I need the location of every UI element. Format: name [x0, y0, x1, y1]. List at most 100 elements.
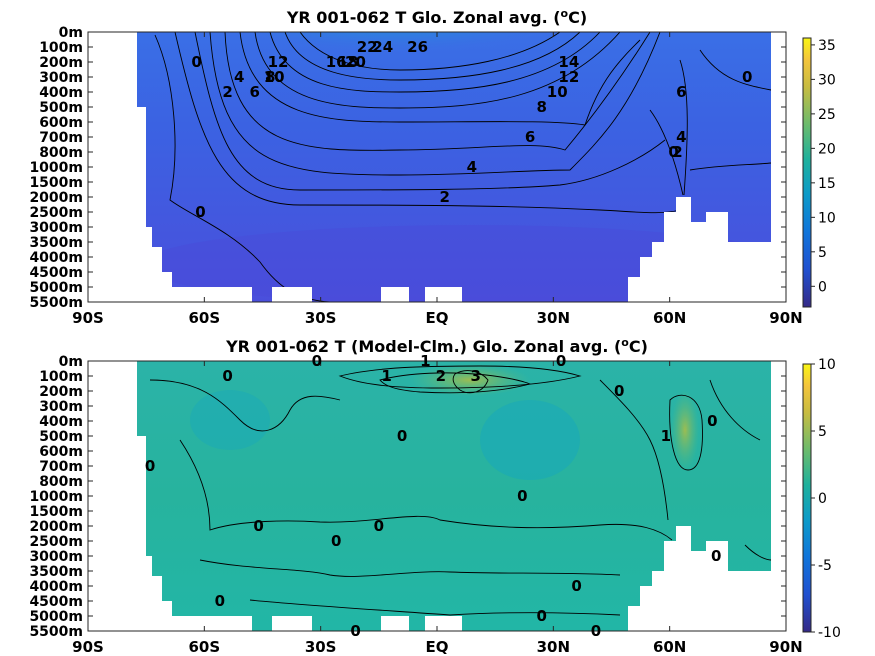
- colorbar: 35 30 25 20 15 10 5 0: [802, 37, 836, 308]
- contour-label: 4: [234, 68, 244, 86]
- x-tick-label: 30N: [537, 638, 570, 656]
- y-tick-label: 5500m: [29, 295, 83, 311]
- y-tick-label: 800m: [39, 474, 83, 490]
- colorbar-ticks: 10 5 0 -5 -10: [811, 357, 841, 641]
- contour-label: 0: [517, 487, 527, 505]
- y-tick-label: 500m: [39, 429, 83, 445]
- warm-anomaly-north: [671, 390, 699, 470]
- y-tick-label: 100m: [39, 40, 83, 56]
- y-tick-label: 5000m: [29, 609, 83, 625]
- contour-label: 24: [372, 38, 393, 56]
- colorbar-tick-label: 5: [818, 245, 827, 261]
- y-tick-label: 4000m: [29, 579, 83, 595]
- contour-label: 0: [191, 53, 201, 71]
- ocean-field: [137, 361, 771, 631]
- x-tick-label: 90S: [72, 309, 104, 327]
- contour-label: 1: [420, 352, 430, 370]
- contour-lines: [154, 32, 772, 302]
- x-tick-label: 60S: [188, 638, 220, 656]
- y-tick-label: 800m: [39, 145, 83, 161]
- x-axis: 90S 60S 30S EQ 30N 60N 90N: [72, 32, 803, 327]
- colorbar-tick-label: 20: [818, 141, 836, 157]
- y-tick-label: 500m: [39, 100, 83, 116]
- y-tick-label: 1500m: [29, 504, 83, 520]
- contour-label: 0: [145, 457, 155, 475]
- contour-label: 3: [471, 367, 481, 385]
- contour-label: 18: [337, 53, 358, 71]
- x-tick-label: 90N: [769, 309, 802, 327]
- contour-label: 6: [250, 83, 260, 101]
- contour-label: 6: [676, 83, 686, 101]
- y-tick-label: 3000m: [29, 220, 83, 236]
- contour-label: 0: [668, 143, 678, 161]
- land-mask: [88, 361, 786, 631]
- colorbar-tick-label: 10: [818, 357, 836, 373]
- contour-label: 10: [547, 83, 568, 101]
- contour-label: 16: [326, 53, 347, 71]
- contour-label: 0: [215, 592, 225, 610]
- contour-label: 14: [558, 53, 579, 71]
- y-tick-label: 600m: [39, 444, 83, 460]
- cool-anomaly: [190, 390, 270, 450]
- contour-label: 6: [525, 128, 535, 146]
- deep-cold-band: [140, 225, 786, 302]
- contour-label: 12: [268, 53, 289, 71]
- plot-area: [88, 32, 786, 302]
- contour-label: 0: [536, 607, 546, 625]
- y-tick-label: 200m: [39, 55, 83, 71]
- contour-label: 0: [614, 382, 624, 400]
- colorbar-tick-label: 35: [818, 38, 836, 54]
- contour-label: 4: [676, 128, 686, 146]
- contour-label: 2: [222, 83, 232, 101]
- contour-label: 0: [556, 352, 566, 370]
- colorbar-tick-label: 0: [818, 491, 827, 507]
- y-tick-label: 300m: [39, 70, 83, 86]
- contour-label: 0: [312, 352, 322, 370]
- contour-label: 22: [357, 38, 378, 56]
- cool-anomaly: [480, 400, 580, 480]
- y-tick-label: 300m: [39, 399, 83, 415]
- contour-label: 0: [591, 622, 601, 640]
- y-tick-label: 600m: [39, 115, 83, 131]
- contour-label: 10: [264, 68, 285, 86]
- contour-label: 1: [661, 427, 671, 445]
- y-tick-label: 2500m: [29, 534, 83, 550]
- contour-label: 0: [711, 547, 721, 565]
- x-tick-label: EQ: [426, 309, 449, 327]
- contour-label: 0: [742, 68, 752, 86]
- y-tick-label: 3000m: [29, 549, 83, 565]
- contour-label: 8: [265, 68, 275, 86]
- y-tick-label: 400m: [39, 85, 83, 101]
- y-tick-label: 2000m: [29, 519, 83, 535]
- x-tick-label: 30N: [537, 309, 570, 327]
- y-tick-label: 1000m: [29, 160, 83, 176]
- contour-label: 2: [440, 188, 450, 206]
- y-tick-label: 200m: [39, 384, 83, 400]
- colorbar-tick-label: 30: [818, 72, 836, 88]
- y-tick-label: 100m: [39, 369, 83, 385]
- y-tick-label: 400m: [39, 414, 83, 430]
- y-tick-label: 1500m: [29, 175, 83, 191]
- chart-panel-temperature: YR 001-062 T Glo. Zonal avg. (oC): [29, 7, 836, 327]
- colorbar-gradient: [803, 38, 811, 307]
- y-tick-label: 4500m: [29, 594, 83, 610]
- x-tick-label: 90N: [769, 638, 802, 656]
- y-tick-label: 700m: [39, 130, 83, 146]
- x-axis: 90S 60S 30S EQ 30N 60N 90N: [72, 361, 803, 656]
- y-tick-label: 3500m: [29, 235, 83, 251]
- colorbar-frame: [802, 37, 812, 308]
- x-tick-label: 60S: [188, 309, 220, 327]
- contour-label: 0: [350, 622, 360, 640]
- land-mask: [88, 32, 786, 302]
- y-tick-label: 5000m: [29, 280, 83, 296]
- colorbar: 10 5 0 -5 -10: [802, 357, 841, 641]
- colorbar-tick-label: 25: [818, 107, 836, 123]
- contour-label: 1: [381, 367, 391, 385]
- y-tick-label: 700m: [39, 459, 83, 475]
- contour-label: 2: [436, 367, 446, 385]
- contour-label: 26: [407, 38, 428, 56]
- contour-label: 12: [558, 68, 579, 86]
- colorbar-tick-label: -10: [818, 625, 841, 641]
